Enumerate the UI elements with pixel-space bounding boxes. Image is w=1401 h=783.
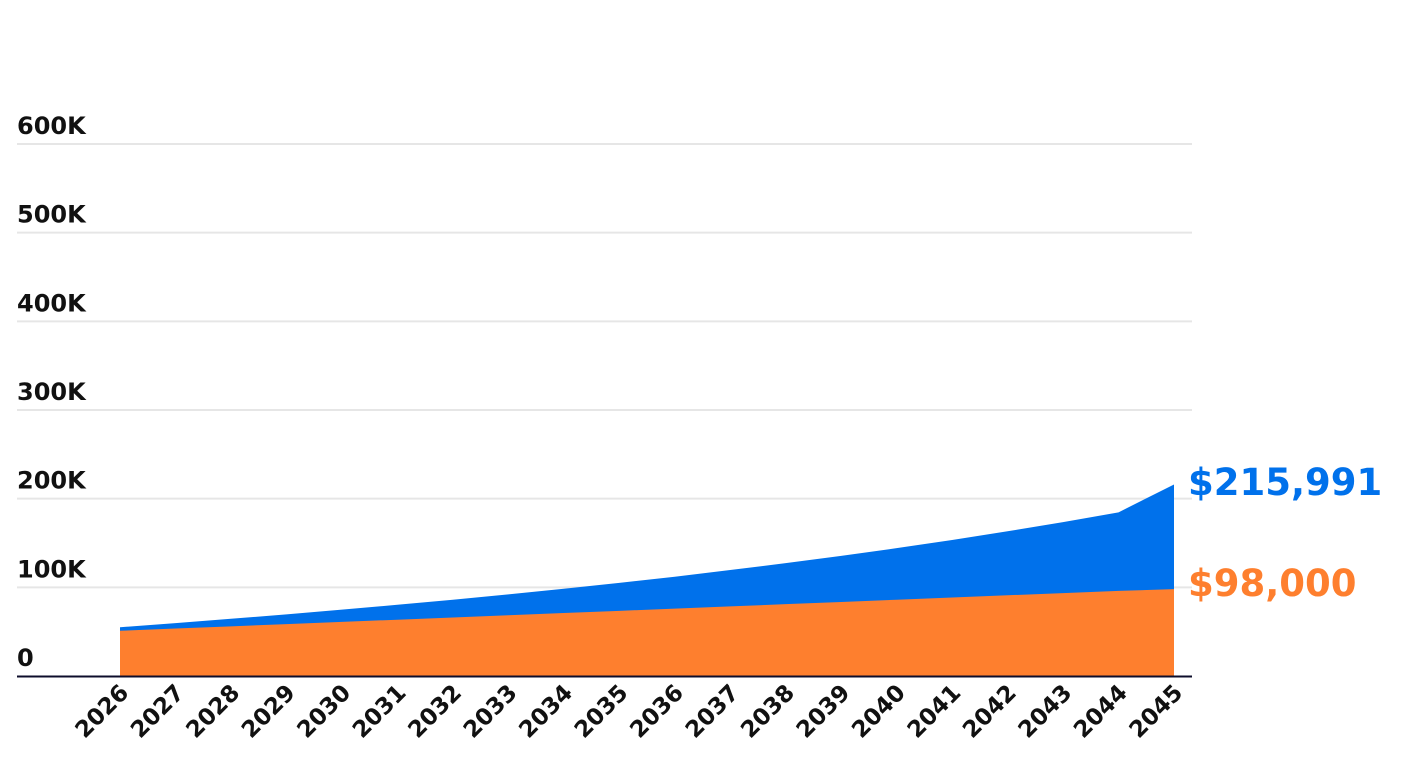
- x-tick-label: 2038: [736, 680, 800, 744]
- y-tick-label: 100K: [17, 555, 87, 583]
- x-tick-label: 2041: [903, 680, 967, 744]
- y-tick-label: 200K: [17, 467, 87, 495]
- y-tick-label: 500K: [17, 201, 87, 229]
- y-tick-label: 400K: [17, 289, 87, 317]
- gridlines: [17, 143, 1192, 589]
- x-tick-label: 2029: [237, 680, 301, 744]
- area-series-orange: [120, 589, 1174, 676]
- y-axis-tick-labels: 0 100K 200K 300K 400K 500K 600K: [17, 112, 87, 672]
- x-tick-label: 2044: [1069, 680, 1133, 744]
- x-tick-label: 2030: [292, 680, 356, 744]
- x-tick-label: 2042: [958, 680, 1022, 744]
- y-tick-label: 300K: [17, 378, 87, 406]
- x-tick-label: 2035: [570, 680, 634, 744]
- x-tick-label: 2034: [514, 680, 578, 744]
- x-tick-label: 2028: [182, 680, 246, 744]
- x-tick-label: 2045: [1125, 680, 1189, 744]
- x-tick-label: 2039: [792, 680, 856, 744]
- end-label-blue: $215,991: [1188, 461, 1382, 504]
- x-tick-label: 2026: [71, 680, 135, 744]
- x-tick-label: 2040: [847, 680, 911, 744]
- x-tick-label: 2043: [1014, 680, 1078, 744]
- x-tick-label: 2037: [681, 680, 745, 744]
- end-label-orange: $98,000: [1188, 562, 1357, 605]
- series-end-labels: $215,991 $98,000: [1188, 461, 1382, 605]
- x-tick-label: 2033: [459, 680, 523, 744]
- y-tick-label: 0: [17, 644, 34, 672]
- x-tick-label: 2027: [126, 680, 190, 744]
- x-tick-label: 2036: [625, 680, 689, 744]
- x-tick-label: 2032: [403, 680, 467, 744]
- x-axis-tick-labels: 2026202720282029203020312032203320342035…: [71, 680, 1189, 744]
- y-tick-label: 600K: [17, 112, 87, 140]
- series-areas: [120, 484, 1174, 676]
- x-tick-label: 2031: [348, 680, 412, 744]
